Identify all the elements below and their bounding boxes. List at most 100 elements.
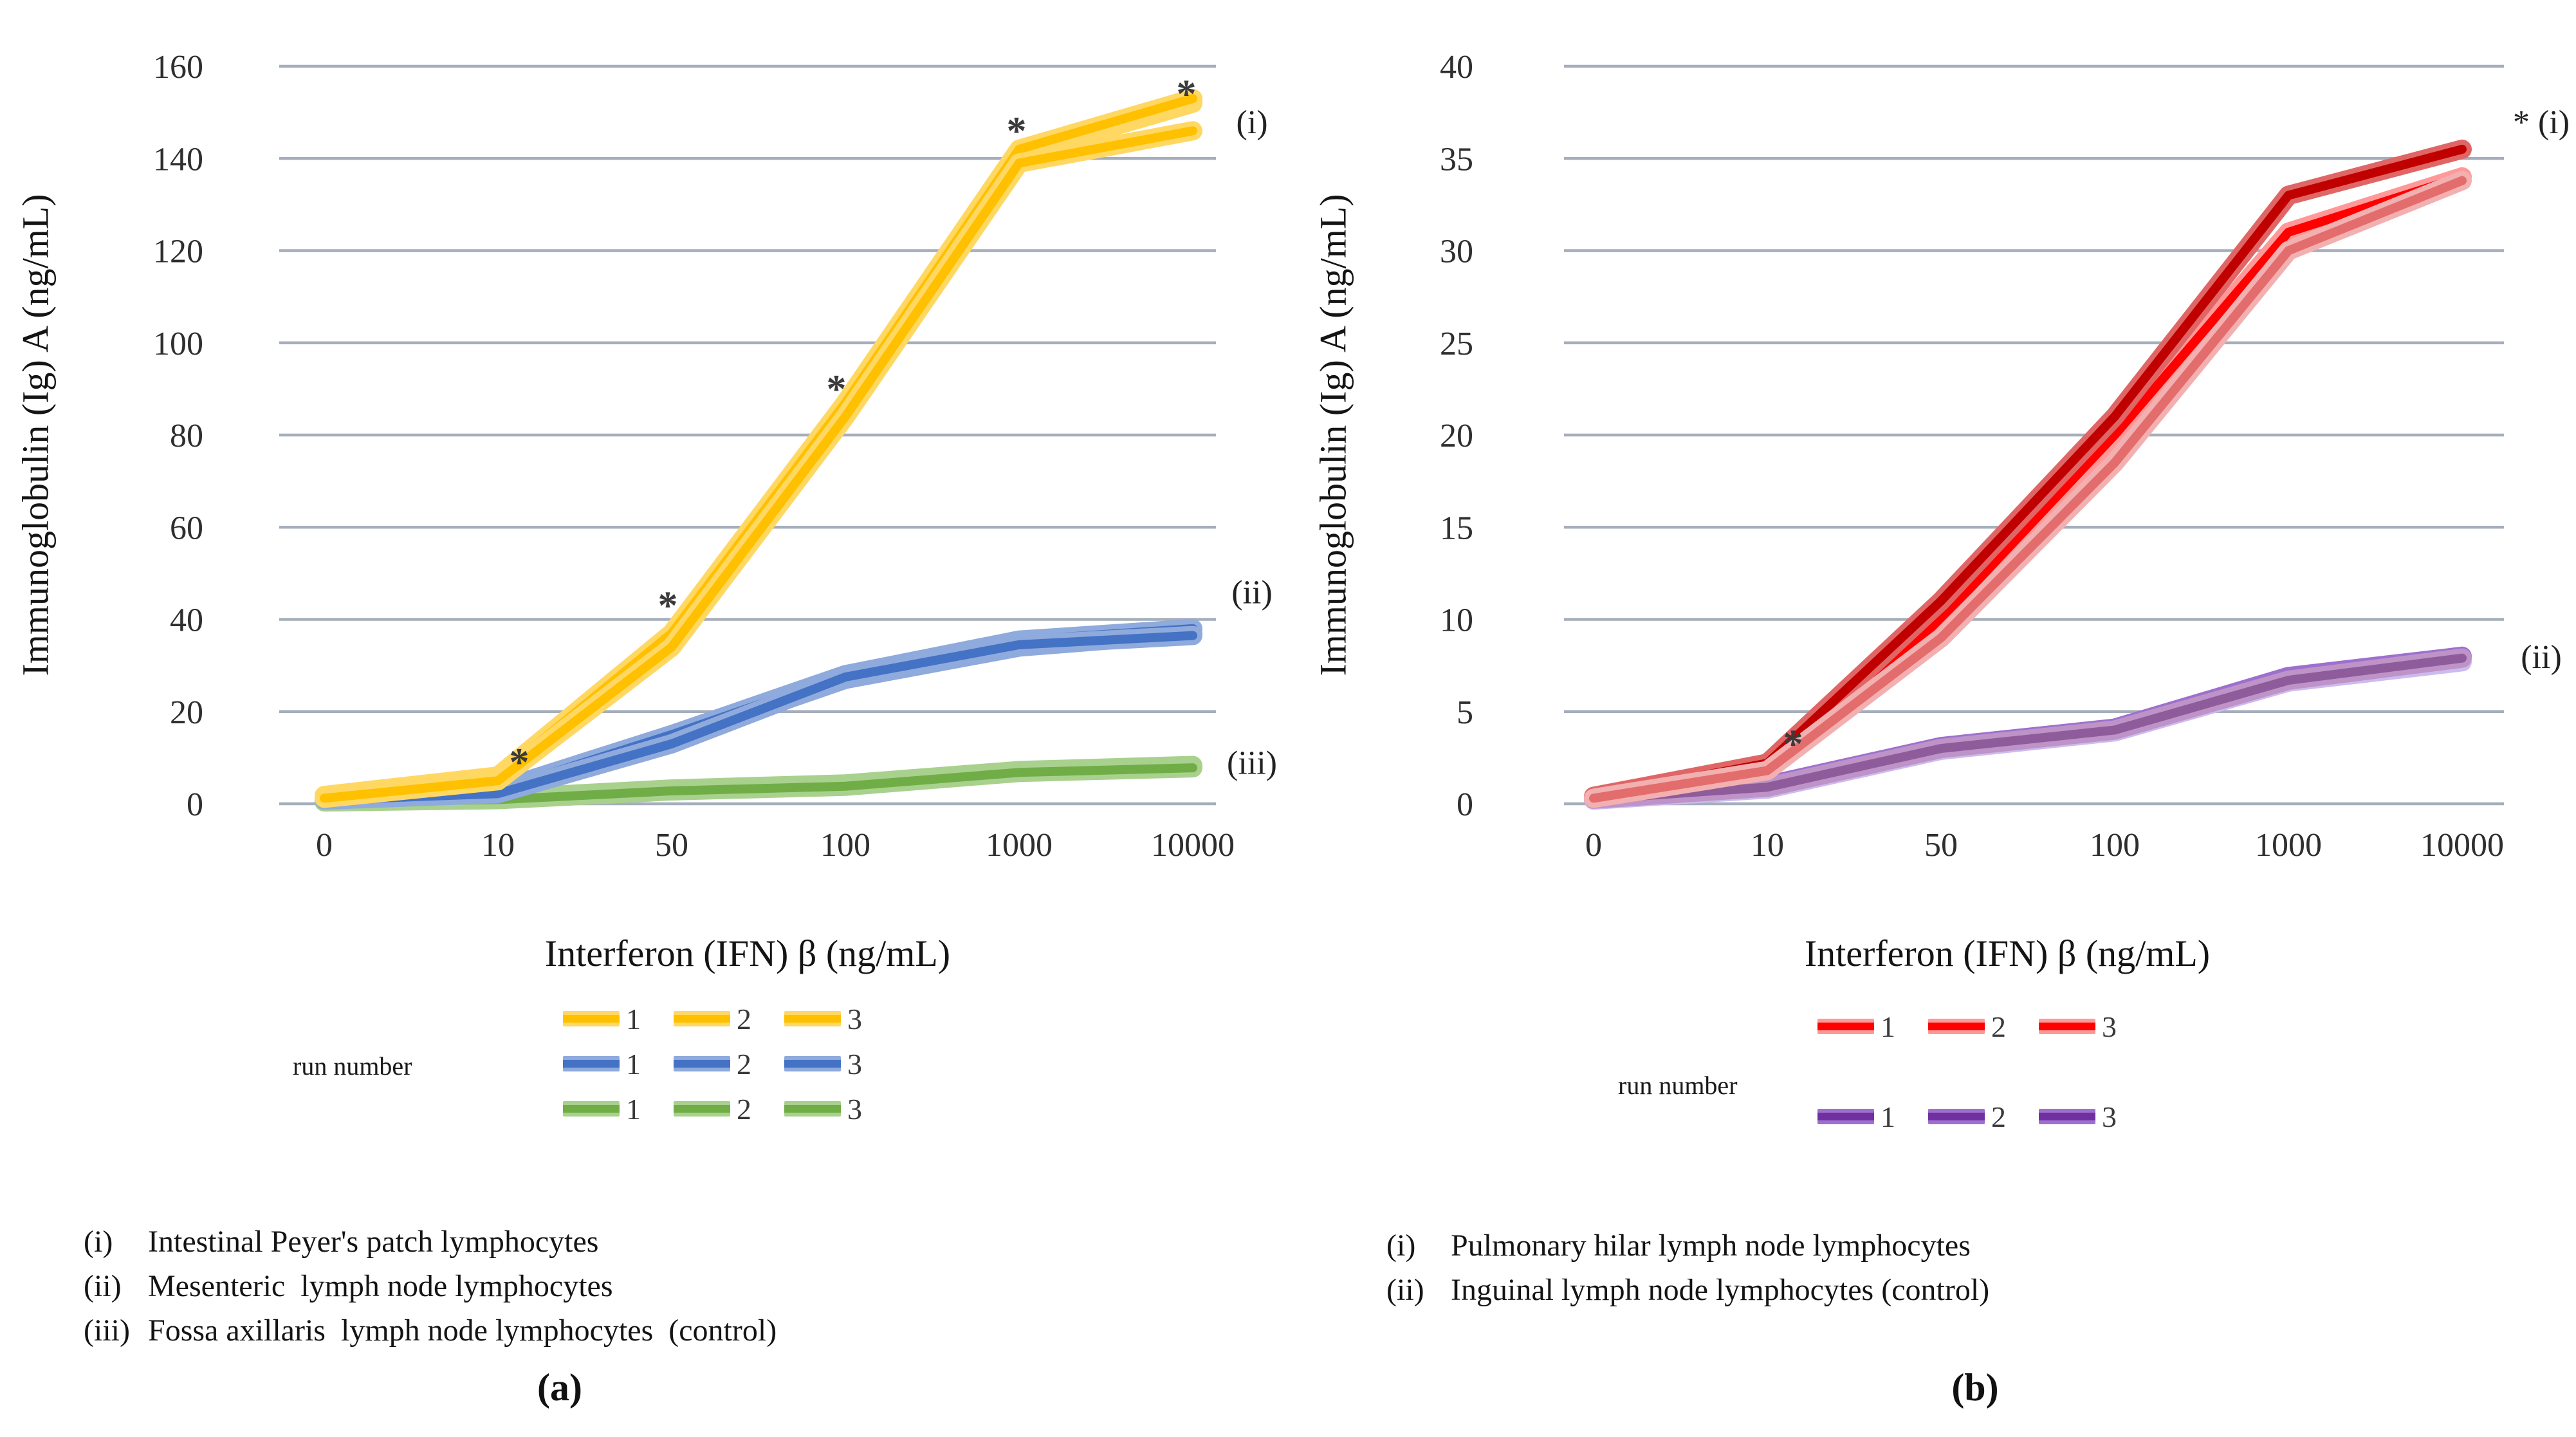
y-tick-label: 25 (1440, 326, 1473, 362)
legend-item: 2 (674, 1002, 784, 1036)
y-tick-label: 35 (1440, 141, 1473, 178)
legend-row-1: 1 2 3 (1817, 1100, 2149, 1133)
legend-run-number: 2 (737, 1002, 751, 1035)
legend-item: 3 (784, 1047, 895, 1081)
footnote-marker: (i) (1386, 1228, 1416, 1263)
footnote-line: (iii) Fossa axillaris lymph node lymphocy… (84, 1313, 777, 1348)
legend-run-number: 2 (737, 1092, 751, 1126)
x-tick-label: 1000 (986, 827, 1053, 864)
legend-swatch-icon (784, 1056, 841, 1071)
legend-item: 2 (674, 1092, 784, 1126)
legend-rows-b: 1 2 3 1 2 3 (1817, 1010, 2149, 1194)
footnotes-a: (i) Intestinal Peyer's patch lymphocytes(… (84, 1224, 777, 1357)
footnotes-b: (i) Pulmonary hilar lymph node lymphocyte… (1386, 1228, 1989, 1317)
series-line-(i)-run2 (1589, 144, 2467, 801)
footnote-marker: (i) (84, 1225, 113, 1259)
series-halo-(i)-run2 (315, 89, 1202, 806)
legend-run-number: 1 (1881, 1010, 1895, 1043)
legend-swatch-core (1817, 1113, 1874, 1120)
series-halo-(i)-run1 (315, 93, 1202, 807)
legend-run-number: 1 (1881, 1100, 1895, 1133)
significance-asterisk: * (1007, 109, 1027, 153)
legend-item: 1 (1817, 1010, 1928, 1044)
x-tick-label: 10 (1751, 827, 1784, 864)
legend-swatch-core (1817, 1023, 1874, 1030)
footnote-text: Pulmonary hilar lymph node lymphocytes (1451, 1228, 1971, 1263)
legend-run-number: 1 (626, 1047, 641, 1080)
panel-label-a: (a) (537, 1366, 582, 1409)
legend-swatch-icon (2039, 1019, 2095, 1034)
legend-item: 3 (2039, 1100, 2149, 1134)
significance-asterisk: * (1177, 72, 1197, 116)
legend-run-number: 3 (2102, 1010, 2117, 1043)
legend-run-number: 3 (847, 1047, 862, 1080)
legend-swatch-icon (1928, 1109, 1985, 1124)
legend-item: 2 (1928, 1010, 2039, 1044)
series-line-(i)-run3 (1589, 176, 2467, 803)
series-halo-(i)-run1 (1584, 167, 2472, 808)
legend-item: 1 (1817, 1100, 1928, 1134)
x-tick-label: 0 (1585, 827, 1602, 864)
x-axis-title-b: Interferon (IFN) β (ng/mL) (1804, 932, 2211, 974)
legend-swatch-icon (1928, 1019, 1985, 1034)
y-tick-label: 100 (153, 326, 203, 362)
x-tick-label: 0 (316, 827, 333, 864)
y-tick-label: 40 (170, 602, 203, 639)
series-line-(ii)-run3 (320, 631, 1197, 805)
legend-swatch-core (563, 1105, 620, 1113)
significance-asterisk: * (658, 584, 678, 628)
y-tick-label: 10 (1440, 602, 1473, 639)
x-tick-label: 100 (820, 827, 870, 864)
series-label-iii: (iii) (1227, 745, 1277, 782)
legend-row-2: 1 2 3 (563, 1093, 895, 1126)
legend-title-a: run number (293, 1052, 412, 1080)
series-label-i: * (i) (2513, 104, 2570, 141)
legend-swatch-icon (1817, 1109, 1874, 1124)
footnote-marker: (ii) (84, 1269, 122, 1303)
legend-swatch-core (1928, 1113, 1985, 1120)
x-tick-label: 100 (2090, 827, 2140, 864)
legend-swatch-core (674, 1015, 730, 1023)
x-tick-label: 1000 (2255, 827, 2322, 864)
x-tick-label: 10 (481, 827, 515, 864)
legend-b: run number 1 2 3 1 2 3 (1563, 994, 2400, 1162)
footnote-marker: (ii) (1386, 1273, 1424, 1307)
legend-swatch-core (674, 1105, 730, 1113)
series-label-i: (i) (1236, 104, 1267, 141)
y-tick-label: 20 (170, 694, 203, 731)
y-tick-label: 0 (187, 786, 203, 823)
y-tick-label: 15 (1440, 510, 1473, 546)
legend-run-number: 3 (847, 1002, 862, 1035)
y-tick-label: 60 (170, 510, 203, 546)
legend-item: 2 (1928, 1100, 2039, 1134)
significance-asterisk: * (1783, 722, 1803, 766)
legend-row-0: 1 2 3 (563, 1003, 895, 1035)
legend-run-number: 2 (1991, 1100, 2006, 1133)
legend-run-number: 1 (626, 1002, 641, 1035)
legend-title-b: run number (1618, 1071, 1738, 1100)
x-tick-label: 10000 (2420, 827, 2504, 864)
y-tick-label: 5 (1457, 694, 1473, 731)
x-tick-label: 50 (1924, 827, 1958, 864)
legend-swatch-core (2039, 1113, 2095, 1120)
series-line-(i)-run1 (320, 98, 1197, 802)
footnote-line: (i) Pulmonary hilar lymph node lymphocyte… (1386, 1228, 1989, 1263)
legend-swatch-core (1928, 1023, 1985, 1030)
footnote-marker: (iii) (84, 1313, 130, 1348)
legend-item: 3 (2039, 1010, 2149, 1044)
line-chart-b: 0 5 10 15 20 25 30 35 40 0 10 50 100 1000 10000 * * (i) (… (1440, 49, 2570, 864)
series-line-(i)-run2 (320, 94, 1197, 801)
legend-item: 1 (563, 1092, 674, 1126)
footnote-text: Inguinal lymph node lymphocytes (control… (1451, 1273, 1990, 1307)
series-label-ii: (ii) (1231, 575, 1273, 611)
legend-swatch-icon (2039, 1109, 2095, 1124)
legend-run-number: 2 (737, 1047, 751, 1080)
x-tick-label: 10000 (1151, 827, 1235, 864)
footnote-line: (ii) Inguinal lymph node lymphocytes (con… (1386, 1272, 1989, 1308)
significance-asterisk: * (510, 741, 529, 784)
legend-swatch-icon (674, 1101, 730, 1117)
legend-run-number: 2 (1991, 1010, 2006, 1043)
legend-swatch-icon (784, 1101, 841, 1117)
legend-item: 2 (674, 1047, 784, 1081)
series-line-(i)-run1 (1589, 172, 2467, 803)
